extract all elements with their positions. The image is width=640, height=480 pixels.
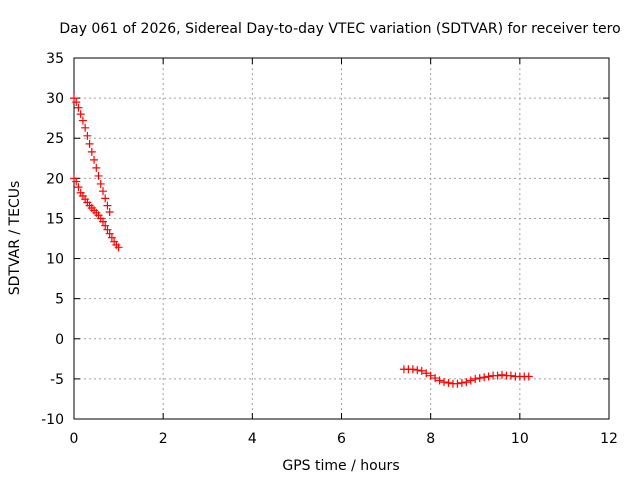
- data-point: [105, 229, 114, 238]
- x-tick-label: 0: [70, 431, 79, 447]
- x-tick-label: 2: [159, 431, 168, 447]
- data-point: [74, 183, 83, 192]
- data-point: [114, 243, 123, 252]
- y-tick-label: 0: [55, 332, 64, 348]
- data-point: [493, 371, 502, 380]
- data-layer: [70, 94, 533, 388]
- axis-ticks: 0 2 4 6 8 10 12 -10 -5 0 5 10 15 20 25 30 35: [41, 51, 618, 447]
- data-point: [431, 374, 440, 383]
- data-point: [506, 371, 515, 380]
- data-point: [90, 155, 99, 164]
- data-point: [87, 147, 96, 156]
- data-point: [422, 369, 431, 378]
- data-point: [83, 131, 92, 140]
- data-point: [453, 379, 462, 388]
- data-point: [103, 201, 112, 210]
- data-point: [444, 378, 453, 387]
- x-tick-label: 12: [600, 431, 618, 447]
- y-tick-label: 20: [46, 171, 64, 187]
- data-point: [440, 378, 449, 387]
- data-point: [426, 371, 435, 380]
- data-point: [101, 194, 110, 203]
- data-point: [408, 365, 417, 374]
- data-point: [78, 116, 87, 125]
- data-point: [480, 373, 489, 382]
- y-tick-label: 15: [46, 211, 64, 227]
- y-tick-label: 25: [46, 131, 64, 147]
- data-point: [81, 123, 90, 132]
- x-axis-label: GPS time / hours: [282, 458, 399, 474]
- data-point: [471, 374, 480, 383]
- data-point: [105, 208, 114, 217]
- data-point: [524, 372, 533, 381]
- data-point: [85, 139, 94, 148]
- data-point: [484, 372, 493, 381]
- data-point: [498, 370, 506, 379]
- chart-title: Day 061 of 2026, Sidereal Day-to-day VTE…: [59, 21, 620, 37]
- data-point: [107, 233, 116, 242]
- y-tick-label: -5: [50, 372, 64, 388]
- data-point: [70, 94, 78, 103]
- data-point: [98, 187, 107, 196]
- x-tick-label: 10: [511, 431, 529, 447]
- series-segment-2: [70, 174, 123, 252]
- data-point: [98, 217, 107, 226]
- x-tick-label: 6: [337, 431, 346, 447]
- data-point: [72, 177, 81, 186]
- y-axis-label: SDTVAR / TECUs: [7, 181, 23, 296]
- data-point: [462, 378, 471, 387]
- data-point: [103, 225, 112, 234]
- x-tick-label: 4: [248, 431, 257, 447]
- y-tick-label: 10: [46, 252, 64, 268]
- data-point: [72, 98, 81, 107]
- series-segment-3: [399, 365, 533, 388]
- y-tick-label: -10: [41, 412, 64, 428]
- data-point: [457, 378, 466, 387]
- data-point: [466, 376, 475, 385]
- y-tick-label: 5: [55, 292, 64, 308]
- data-point: [74, 103, 83, 112]
- series-segment-1: [70, 94, 114, 217]
- data-point: [76, 110, 85, 119]
- data-point: [417, 366, 426, 375]
- y-tick-label: 35: [46, 51, 64, 67]
- data-point: [92, 163, 101, 172]
- data-point: [475, 374, 484, 383]
- data-point: [94, 171, 103, 180]
- data-point: [413, 366, 422, 375]
- data-point: [435, 376, 444, 385]
- data-point: [96, 179, 105, 188]
- x-tick-label: 8: [426, 431, 435, 447]
- data-point: [101, 221, 110, 230]
- y-tick-label: 30: [46, 91, 64, 107]
